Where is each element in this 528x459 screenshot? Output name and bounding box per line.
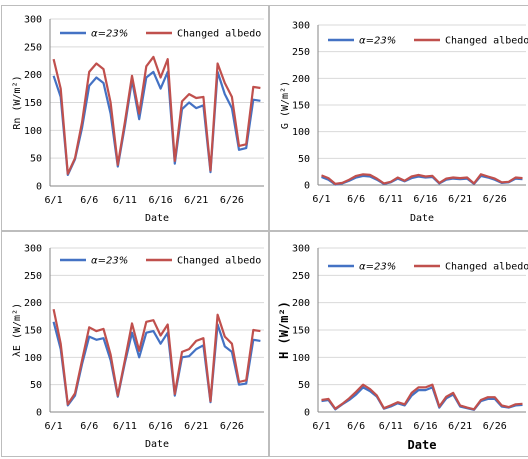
x-tick-label: 6/26 (220, 421, 244, 432)
chart-panel-g: 0 50 100 150 200 250 300 6/1 6/6 6/11 6/16 6/21 6/26… (269, 5, 528, 231)
chart-panel-le: 0 50 100 150 200 250 300 6/1 6/6 6/11 6/16 6/21 6/26… (1, 231, 269, 457)
series-line-changed (52, 55, 261, 175)
y-tick-label: 250 (24, 271, 42, 282)
x-tick-label: 6/1 (45, 195, 63, 206)
x-tick-label: 6/21 (184, 195, 208, 206)
series-line-changed (321, 383, 523, 411)
x-tick-label: 6/11 (113, 421, 137, 432)
y-tick-label: 250 (292, 47, 310, 58)
chart-panel-h: 0 50 100 150 200 250 300 6/1 6/6 6/11 6/16 6/21 6/26… (269, 231, 528, 457)
x-tick-label: 6/6 (80, 421, 98, 432)
legend-label: α=23% (359, 262, 396, 273)
y-tick-label: 250 (292, 271, 310, 282)
gridlines (318, 247, 526, 386)
legend-label: Changed albedo (177, 256, 261, 267)
legend-label: α=23% (91, 29, 128, 40)
x-tick-label: 6/21 (184, 421, 208, 432)
y-tick-label: 50 (30, 154, 42, 165)
x-tick-label: 6/16 (413, 194, 437, 205)
y-tick-label: 50 (298, 380, 310, 391)
legend-label: Changed albedo (445, 36, 528, 47)
y-tick-label: 150 (24, 98, 42, 109)
series-line-base (52, 70, 261, 176)
y-tick-label: 150 (24, 326, 42, 337)
y-axis-title: Rn (W/m²) (12, 75, 23, 129)
x-tick-label: 6/11 (113, 195, 137, 206)
x-tick-label: 6/26 (483, 421, 507, 432)
x-tick-label: 6/11 (379, 194, 403, 205)
x-tick-label: 6/6 (347, 421, 365, 432)
y-tick-label: 300 (24, 15, 42, 26)
gridlines (318, 24, 526, 159)
y-tick-label: 200 (24, 298, 42, 309)
series-line-base (321, 386, 523, 411)
y-tick-label: 300 (292, 21, 310, 32)
x-tick-label: 6/1 (45, 421, 63, 432)
series-line-changed (321, 173, 523, 185)
y-axis-title: G (W/m²) (280, 81, 291, 129)
legend-label: α=23% (91, 256, 128, 267)
y-tick-label: 0 (36, 408, 42, 419)
y-tick-label: 150 (292, 101, 310, 112)
legend: α=23% Changed albedo (328, 262, 528, 273)
y-tick-label: 200 (24, 70, 42, 81)
x-tick-label: 6/26 (220, 195, 244, 206)
legend-label: α=23% (359, 36, 396, 47)
chart-le: 0 50 100 150 200 250 300 6/1 6/6 6/11 6/16 6/21 6/26… (12, 244, 264, 450)
gridlines (50, 18, 264, 159)
y-tick-label: 0 (36, 182, 42, 193)
y-tick-label: 300 (24, 244, 42, 255)
x-axis-title: Date (408, 438, 437, 452)
chart-g: 0 50 100 150 200 250 300 6/1 6/6 6/11 6/16 6/21 6/26… (280, 21, 528, 225)
series-line-changed (52, 308, 261, 406)
x-tick-label: 6/6 (347, 194, 365, 205)
y-tick-label: 300 (292, 244, 310, 255)
legend: α=23% Changed albedo (60, 256, 261, 267)
chart-rn: 0 50 100 150 200 250 300 6/1 6/6 6/11 6/16 6/21 6/26… (12, 15, 264, 224)
x-axis-title: Date (145, 439, 169, 450)
x-tick-label: 6/1 (312, 194, 330, 205)
y-tick-label: 50 (298, 154, 310, 165)
y-tick-label: 100 (292, 353, 310, 364)
series-line-base (52, 321, 261, 407)
y-tick-label: 150 (292, 326, 310, 337)
x-tick-label: 6/16 (413, 421, 437, 432)
x-axis-title: Date (145, 213, 169, 224)
x-tick-label: 6/26 (483, 194, 507, 205)
chart-h: 0 50 100 150 200 250 300 6/1 6/6 6/11 6/16 6/21 6/26… (277, 244, 528, 453)
y-tick-label: 100 (24, 353, 42, 364)
y-tick-label: 250 (24, 42, 42, 53)
y-axis-title: λE (W/m²) (12, 303, 23, 357)
chart-panel-rn: 0 50 100 150 200 250 300 6/1 6/6 6/11 6/16 6/21 6/26… (1, 5, 269, 231)
x-tick-label: 6/16 (149, 421, 173, 432)
y-tick-label: 100 (24, 126, 42, 137)
x-tick-label: 6/16 (149, 195, 173, 206)
legend-label: Changed albedo (177, 29, 261, 40)
x-tick-label: 6/11 (379, 421, 403, 432)
y-tick-label: 200 (292, 74, 310, 85)
x-tick-label: 6/1 (312, 421, 330, 432)
legend-label: Changed albedo (445, 262, 528, 273)
x-tick-label: 6/21 (448, 194, 472, 205)
y-tick-label: 0 (304, 181, 310, 192)
gridlines (50, 247, 264, 386)
y-tick-label: 50 (30, 380, 42, 391)
x-tick-label: 6/6 (80, 195, 98, 206)
x-axis-title: Date (410, 213, 434, 224)
y-axis-title: H (W/m²) (277, 301, 291, 359)
y-tick-label: 200 (292, 298, 310, 309)
legend: α=23% Changed albedo (60, 29, 261, 40)
legend: α=23% Changed albedo (328, 36, 528, 47)
x-tick-label: 6/21 (448, 421, 472, 432)
y-tick-label: 0 (304, 408, 310, 419)
y-tick-label: 100 (292, 127, 310, 138)
